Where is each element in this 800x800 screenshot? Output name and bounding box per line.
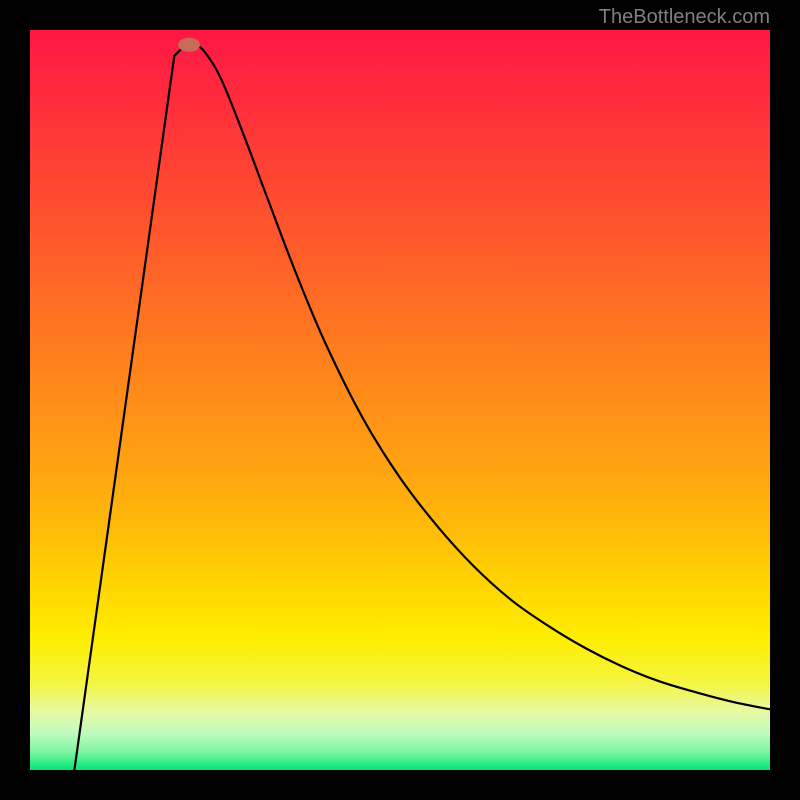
optimal-point-marker bbox=[178, 38, 200, 52]
chart-svg bbox=[30, 30, 770, 770]
gradient-background bbox=[30, 30, 770, 770]
plot-area bbox=[30, 30, 770, 770]
chart-container: TheBottleneck.com bbox=[0, 0, 800, 800]
attribution-label: TheBottleneck.com bbox=[599, 6, 770, 29]
